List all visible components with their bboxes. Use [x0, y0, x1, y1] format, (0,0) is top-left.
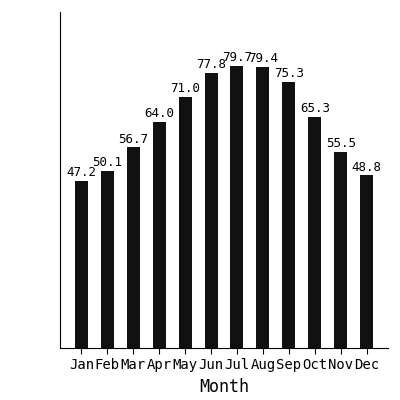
- Text: 50.1: 50.1: [92, 156, 122, 169]
- Bar: [360, 176, 373, 348]
- Bar: [75, 181, 88, 348]
- Text: 77.8: 77.8: [196, 58, 226, 71]
- X-axis label: Month: Month: [199, 378, 249, 396]
- Bar: [101, 171, 114, 348]
- Text: 48.8: 48.8: [352, 161, 382, 174]
- Bar: [127, 148, 140, 348]
- Bar: [204, 73, 218, 348]
- Text: 56.7: 56.7: [118, 133, 148, 146]
- Text: 55.5: 55.5: [326, 137, 356, 150]
- Text: 79.7: 79.7: [222, 51, 252, 64]
- Text: 75.3: 75.3: [274, 67, 304, 80]
- Bar: [334, 152, 347, 348]
- Bar: [282, 82, 295, 348]
- Text: 79.4: 79.4: [248, 52, 278, 66]
- Bar: [179, 97, 192, 348]
- Bar: [230, 66, 244, 348]
- Bar: [256, 67, 269, 348]
- Text: 47.2: 47.2: [66, 166, 96, 179]
- Text: 64.0: 64.0: [144, 107, 174, 120]
- Text: 71.0: 71.0: [170, 82, 200, 95]
- Bar: [308, 117, 321, 348]
- Bar: [153, 122, 166, 348]
- Text: 65.3: 65.3: [300, 102, 330, 115]
